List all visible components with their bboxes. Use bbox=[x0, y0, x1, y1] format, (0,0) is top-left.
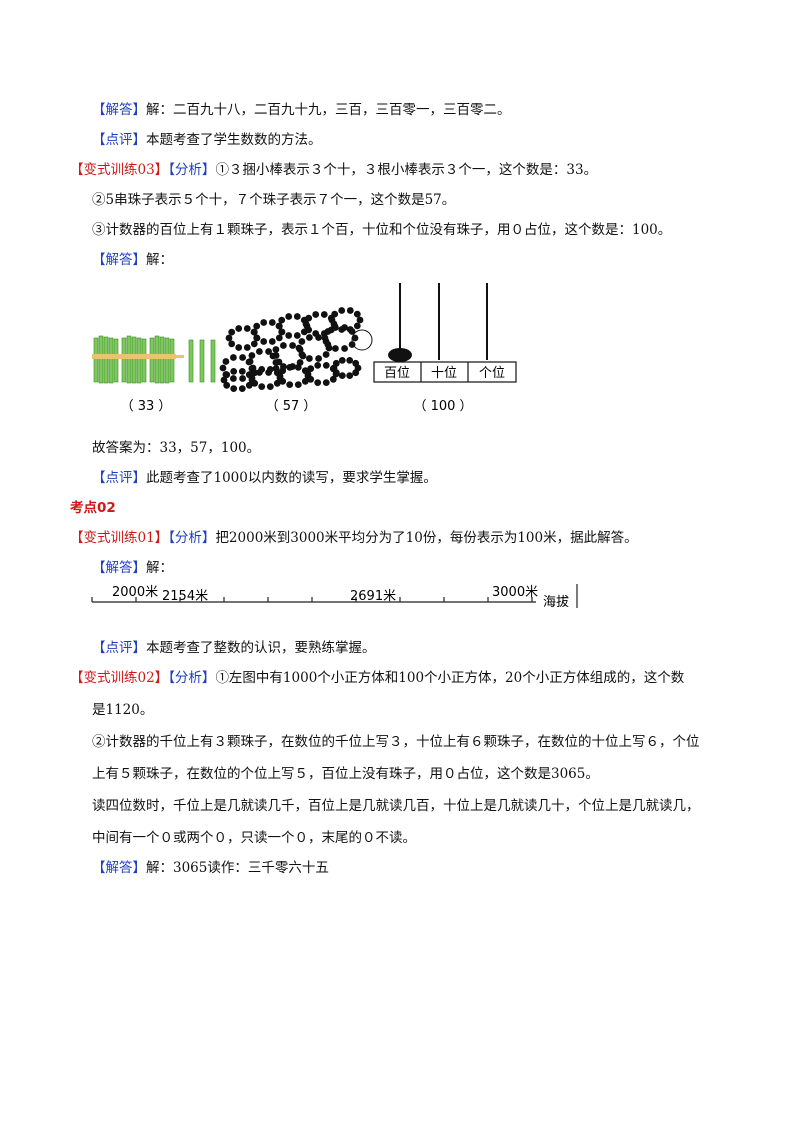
comment-text: 本题考查了学生数数的方法。 bbox=[146, 132, 322, 148]
analysis-text-2: ②5串珠子表示５个十，７个珠子表示７个一，这个数是57。 bbox=[92, 192, 456, 208]
section-heading: 考点02 bbox=[70, 500, 116, 516]
result-line: 故答案为：33，57，100。 bbox=[92, 436, 260, 456]
analysis-line-3: ③计数器的百位上有１颗珠子，表示１个百，十位和个位没有珠子，用０占位，这个数是：… bbox=[92, 218, 671, 238]
abacus-col-hundreds: 百位 bbox=[384, 366, 410, 381]
caption-beads: （ 57 ） bbox=[266, 399, 317, 414]
counting-figure: 百位 十位 个位 （ 33 ） （ 57 ） （ 100 ） bbox=[92, 283, 517, 414]
answer-text: 解：3065读作：三千零六十五 bbox=[146, 860, 329, 876]
exercise-01-tag: 【变式训练01】 bbox=[70, 530, 169, 546]
exercise-02-line: 【变式训练02】【分析】①左图中有1000个小正方体和100个小正方体，20个小… bbox=[70, 666, 684, 686]
answer-line-2: 【解答】解： bbox=[92, 248, 173, 268]
analysis-text: 把2000米到3000米平均分为了10份，每份表示为100米，据此解答。 bbox=[215, 530, 638, 546]
analysis-text: ①左图中有1000个小正方体和100个小正方体，20个小正方体组成的，这个数 bbox=[215, 670, 685, 686]
answer-text: 解： bbox=[146, 252, 173, 268]
exercise-03-tag: 【变式训练03】 bbox=[70, 162, 169, 178]
caption-sticks: （ 33 ） bbox=[121, 399, 172, 414]
comment-line: 【点评】本题考查了学生数数的方法。 bbox=[92, 128, 322, 148]
answer-tag: 【解答】 bbox=[92, 860, 146, 876]
mark-2154: 2154米 bbox=[162, 589, 208, 604]
altitude-number-line: 2000米 2154米 2691米 3000米 海拔 bbox=[91, 584, 578, 610]
answer-text: 解： bbox=[146, 560, 173, 576]
comment-tag: 【点评】 bbox=[92, 470, 146, 486]
analysis-tag: 【分析】 bbox=[168, 530, 216, 546]
answer-line-4: 【解答】解：3065读作：三千零六十五 bbox=[92, 856, 329, 876]
comment-line-2: 【点评】此题考查了1000以内数的读写，要求学生掌握。 bbox=[92, 466, 437, 486]
bead-strings-image bbox=[219, 307, 373, 392]
analysis-text-7: 读四位数时，千位上是几就读几千，百位上是几就读几百，十位上是几就读几十，个位上是… bbox=[92, 798, 700, 814]
caption-abacus: （ 100 ） bbox=[413, 399, 472, 414]
analysis-text-6: 上有５颗珠子，在数位的个位上写５，百位上没有珠子，用０占位，这个数是3065。 bbox=[92, 766, 599, 782]
exercise-01-line: 【变式训练01】【分析】把2000米到3000米平均分为了10份，每份表示为10… bbox=[70, 526, 638, 546]
analysis-text-5: ②计数器的千位上有３颗珠子，在数位的千位上写３，十位上有６颗珠子，在数位的十位上… bbox=[92, 734, 700, 750]
comment-line-3: 【点评】本题考查了整数的认识，要熟练掌握。 bbox=[92, 636, 376, 656]
analysis-line-6: 上有５颗珠子，在数位的个位上写５，百位上没有珠子，用０占位，这个数是3065。 bbox=[92, 762, 599, 782]
comment-tag: 【点评】 bbox=[92, 132, 146, 148]
stick-bundles-image bbox=[92, 335, 216, 384]
analysis-text-4: 是1120。 bbox=[92, 702, 154, 718]
analysis-line-4: 是1120。 bbox=[92, 698, 153, 718]
analysis-tag: 【分析】 bbox=[168, 162, 216, 178]
analysis-tag: 【分析】 bbox=[168, 670, 216, 686]
comment-tag: 【点评】 bbox=[92, 640, 146, 656]
answer-tag: 【解答】 bbox=[92, 560, 146, 576]
comment-text: 此题考查了1000以内数的读写，要求学生掌握。 bbox=[146, 470, 437, 486]
mark-3000: 3000米 bbox=[492, 585, 538, 600]
answer-text: 解：二百九十八，二百九十九，三百，三百零一，三百零二。 bbox=[146, 102, 511, 118]
mark-2691: 2691米 bbox=[350, 589, 396, 604]
answer-tag: 【解答】 bbox=[92, 252, 146, 268]
analysis-line-8: 中间有一个０或两个０，只读一个０，末尾的０不读。 bbox=[92, 826, 416, 846]
answer-line-3: 【解答】解： bbox=[92, 556, 173, 576]
analysis-text: ①３捆小棒表示３个十，３根小棒表示３个一，这个数是：33。 bbox=[215, 162, 598, 178]
analysis-line-5: ②计数器的千位上有３颗珠子，在数位的千位上写３，十位上有６颗珠子，在数位的十位上… bbox=[92, 730, 700, 750]
abacus-image: 百位 十位 个位 bbox=[373, 283, 517, 383]
analysis-text-8: 中间有一个０或两个０，只读一个０，末尾的０不读。 bbox=[92, 830, 416, 846]
abacus-col-ones: 个位 bbox=[479, 366, 505, 381]
altitude-label: 海拔 bbox=[543, 595, 569, 610]
comment-text: 本题考查了整数的认识，要熟练掌握。 bbox=[146, 640, 376, 656]
exercise-02-tag: 【变式训练02】 bbox=[70, 670, 169, 686]
abacus-col-tens: 十位 bbox=[431, 366, 457, 381]
analysis-line-7: 读四位数时，千位上是几就读几千，百位上是几就读几百，十位上是几就读几十，个位上是… bbox=[92, 794, 700, 814]
analysis-text-3: ③计数器的百位上有１颗珠子，表示１个百，十位和个位没有珠子，用０占位，这个数是：… bbox=[92, 222, 672, 238]
answer-tag: 【解答】 bbox=[92, 102, 146, 118]
answer-line: 【解答】解：二百九十八，二百九十九，三百，三百零一，三百零二。 bbox=[92, 98, 511, 118]
result-text: 故答案为：33，57，100。 bbox=[92, 440, 261, 456]
exercise-03-line: 【变式训练03】【分析】①３捆小棒表示３个十，３根小棒表示３个一，这个数是：33… bbox=[70, 158, 597, 178]
analysis-line-2: ②5串珠子表示５个十，７个珠子表示７个一，这个数是57。 bbox=[92, 188, 455, 208]
mark-2000: 2000米 bbox=[112, 585, 158, 600]
